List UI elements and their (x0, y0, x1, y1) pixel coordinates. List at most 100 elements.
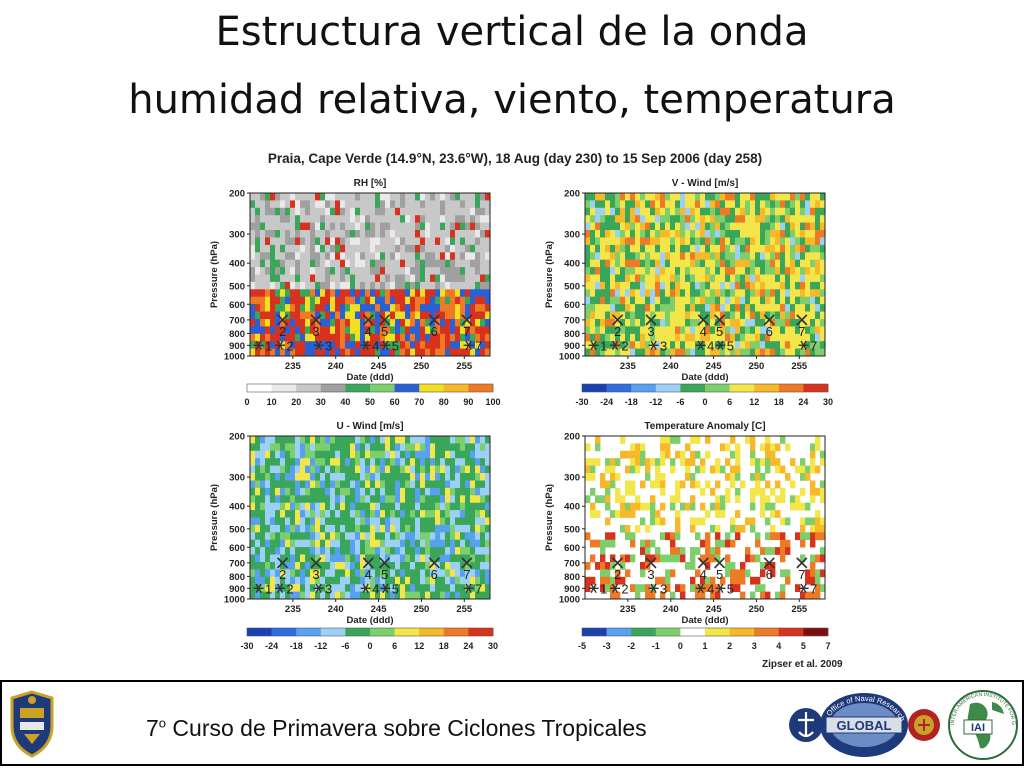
heatmap-cell (645, 473, 651, 481)
heatmap-cell (815, 259, 821, 268)
heatmap-cell (785, 348, 791, 357)
heatmap-cell (600, 473, 606, 481)
heatmap-cell (725, 244, 731, 253)
y-tick-label: 400 (229, 502, 245, 513)
trough-label: 2 (614, 567, 621, 582)
heatmap-cell (330, 341, 336, 349)
heatmap-cell (330, 539, 336, 548)
heatmap-cell (480, 473, 486, 481)
heatmap-cell (815, 296, 821, 305)
heatmap-cell (425, 289, 431, 298)
heatmap-cell (625, 333, 631, 342)
heatmap-cell (330, 267, 336, 275)
heatmap-cell (605, 569, 611, 578)
heatmap-cell (730, 207, 736, 216)
heatmap-cell (745, 296, 751, 305)
heatmap-cell (440, 230, 446, 238)
heatmap-cell (705, 450, 711, 459)
heatmap-cell (390, 480, 396, 489)
heatmap-cell (605, 304, 611, 312)
heatmap-cell (695, 311, 701, 320)
heatmap-cell (780, 304, 786, 312)
y-tick-label: 300 (564, 473, 580, 484)
heatmap-cell (635, 319, 641, 327)
heatmap-cell (300, 274, 306, 283)
heatmap-cell (435, 465, 441, 474)
heatmap-cell (395, 244, 401, 253)
heatmap-cell (470, 539, 476, 548)
heatmap-cell (730, 244, 736, 253)
heatmap-cell (415, 458, 421, 466)
heatmap-cell (635, 591, 641, 600)
heatmap-cell (725, 230, 731, 238)
heatmap-cell (300, 296, 306, 305)
heatmap-cell (440, 495, 446, 504)
heatmap-cell (465, 281, 471, 290)
heatmap-cell (465, 200, 471, 209)
heatmap-cell (475, 510, 481, 518)
heatmap-cell (465, 458, 471, 466)
heatmap-cell (740, 207, 746, 216)
heatmap-cell (800, 333, 806, 342)
heatmap-cell (460, 510, 466, 518)
heatmap-cell (705, 304, 711, 312)
heatmap-cell (605, 222, 611, 231)
heatmap-cell (640, 311, 646, 320)
heatmap-cell (740, 274, 746, 283)
heatmap-cell (615, 252, 621, 261)
heatmap-cell (430, 576, 436, 585)
heatmap-cell (640, 244, 646, 253)
heatmap-cell (480, 591, 486, 600)
heatmap-cell (300, 465, 306, 474)
heatmap-cell (390, 215, 396, 223)
heatmap-cell (330, 319, 336, 327)
heatmap-cell (650, 259, 656, 268)
heatmap-cell (290, 304, 296, 312)
heatmap-cell (675, 319, 681, 327)
colorbar-segment (345, 384, 371, 392)
y-tick-label: 500 (564, 524, 580, 535)
heatmap-cell (705, 480, 711, 489)
heatmap-cell (625, 200, 631, 209)
heatmap-cell (655, 333, 661, 342)
heatmap-cell (350, 480, 356, 489)
heatmap-cell (820, 311, 826, 320)
heatmap-cell (340, 569, 346, 578)
heatmap-cell (810, 222, 816, 231)
heatmap-cell (430, 554, 436, 563)
star-stroke (650, 583, 657, 594)
heatmap-cell (685, 281, 691, 290)
heatmap-cell (630, 281, 636, 290)
heatmap-cell (360, 259, 366, 268)
heatmap-cell (250, 289, 256, 298)
heatmap-cell (590, 510, 596, 518)
heatmap-cell (370, 237, 376, 246)
heatmap-cell (340, 244, 346, 253)
heatmap-cell (810, 304, 816, 312)
heatmap-cell (620, 319, 626, 327)
heatmap-cell (265, 443, 271, 452)
heatmap-cell (350, 222, 356, 231)
heatmap-cell (355, 465, 361, 474)
heatmap-cell (475, 480, 481, 489)
heatmap-cell (420, 274, 426, 283)
heatmap-cell (265, 480, 271, 489)
heatmap-cell (295, 267, 301, 275)
heatmap-cell (280, 524, 286, 533)
heatmap-cell (355, 215, 361, 223)
heatmap-cell (730, 348, 736, 357)
heatmap-cell (455, 193, 461, 201)
heatmap-cell (715, 311, 721, 320)
x-tick-label: 245 (706, 604, 723, 615)
heatmap-cell (380, 274, 386, 283)
heatmap-cell (715, 465, 721, 474)
heatmap-cell (340, 259, 346, 268)
heatmap-cell (445, 348, 451, 357)
colorbar: 0 10 20 30 40 50 60 70 80 90 100 (244, 383, 501, 407)
heatmap-cell (330, 436, 336, 444)
heatmap-cell (330, 584, 336, 592)
heatmap-cell (295, 289, 301, 298)
trough-x-stroke (763, 557, 775, 569)
heatmap-cell (585, 319, 591, 327)
heatmap-cell (320, 252, 326, 261)
